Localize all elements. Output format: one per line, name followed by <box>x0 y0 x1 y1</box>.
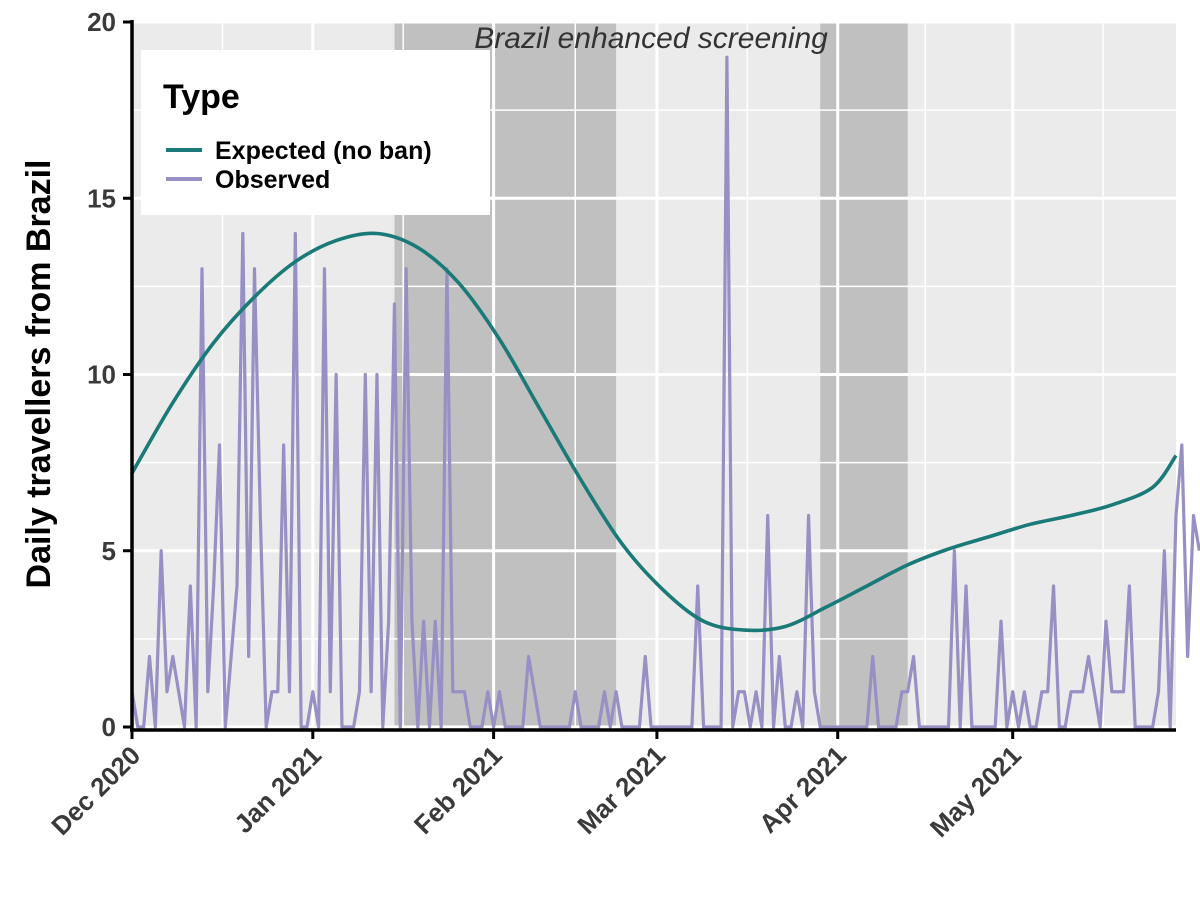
y-tick-label: 5 <box>102 536 116 566</box>
y-tick-label: 10 <box>87 360 116 390</box>
legend-label-expected: Expected (no ban) <box>215 137 432 165</box>
x-tick-label: Dec 2020 <box>45 740 146 841</box>
series-line-observed <box>130 55 1200 729</box>
series-lines <box>130 55 1200 729</box>
x-tick-label: May 2021 <box>924 740 1027 843</box>
legend-label-observed: Observed <box>215 166 330 194</box>
y-tick-label: 0 <box>102 712 116 742</box>
y-tick-label: 15 <box>87 183 116 213</box>
y-axis-title: Daily travellers from Brazil <box>20 160 58 589</box>
grid-lines <box>130 20 1176 729</box>
legend: Type Expected (no ban) Observed <box>141 50 490 215</box>
legend-box <box>141 50 490 215</box>
x-tick-label: Mar 2021 <box>571 740 671 840</box>
x-tick-label: Feb 2021 <box>408 740 508 840</box>
x-tick-label: Apr 2021 <box>753 740 852 839</box>
series-line-expected <box>130 231 1178 633</box>
shaded-period-annotation: Brazil enhanced screening <box>474 22 828 55</box>
legend-title: Type <box>163 78 240 116</box>
y-tick-label: 20 <box>87 7 116 37</box>
x-tick-label: Jan 2021 <box>228 740 327 839</box>
